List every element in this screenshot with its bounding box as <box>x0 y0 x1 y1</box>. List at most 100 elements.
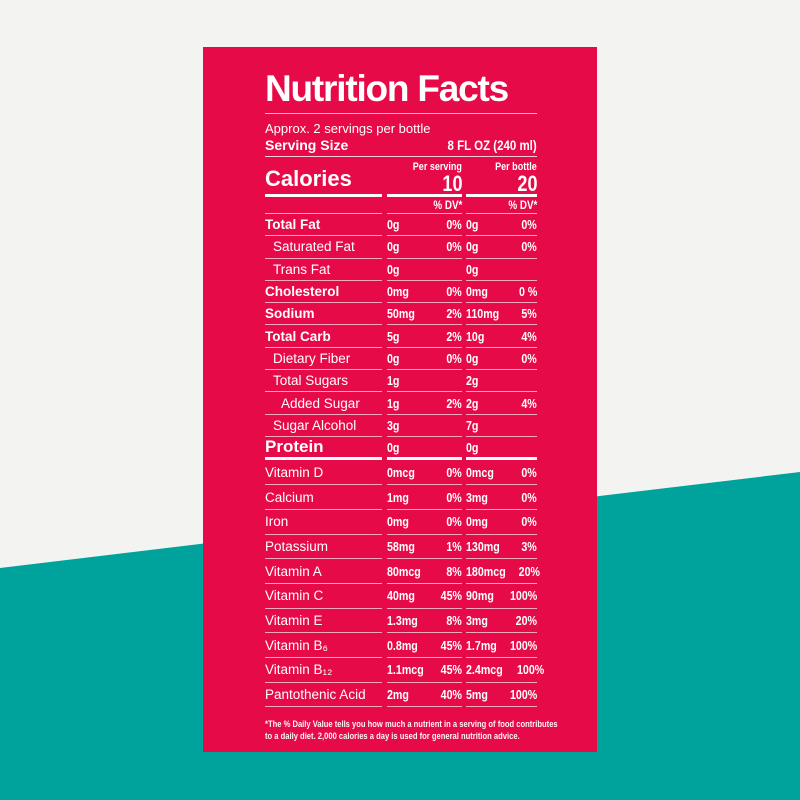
per-serving-dv: 40% <box>440 687 462 702</box>
per-serving-amount: 0mg <box>387 514 409 530</box>
per-serving-amount: 0g <box>387 239 400 255</box>
serving-size-row: Serving Size 8 FL OZ (240 ml) <box>265 137 537 157</box>
calories-section: Calories Per serving 10 Per bottle 20 <box>265 159 537 197</box>
nutrient-label: Vitamin B₁₂ <box>265 658 382 683</box>
nutrient-label: Dietary Fiber <box>265 348 382 371</box>
per-serving-dv: 0% <box>446 464 462 480</box>
nutrient-label: Vitamin B₆ <box>265 633 382 658</box>
nutrient-label: Trans Fat <box>265 259 382 281</box>
nutrient-row: Vitamin C 40mg 45% 90mg 100% <box>265 584 537 609</box>
per-serving-amount: 5g <box>387 328 400 344</box>
nutrient-row: Total Carb 5g 2% 10g 4% <box>265 325 537 348</box>
nutrient-row: Iron 0mg 0% 0mg 0% <box>265 510 537 535</box>
per-bottle-amount: 2g <box>466 395 479 411</box>
per-serving-dv: 45% <box>440 588 462 604</box>
nutrient-label: Sugar Alcohol <box>265 415 382 437</box>
title-divider <box>265 113 537 114</box>
per-bottle-amount: 180mcg <box>466 563 506 579</box>
per-serving-dv: 0% <box>446 217 462 233</box>
per-serving-dv: 45% <box>440 662 462 678</box>
per-serving-cell: 0mcg 0% <box>387 460 462 486</box>
nutrient-rows: Total Fat 0g 0% 0g 0% Saturated Fat 0g 0… <box>265 214 544 708</box>
per-bottle-cell: 1.7mg 100% <box>466 633 537 658</box>
per-serving-cell: 0g <box>387 259 462 281</box>
per-serving-amount: 0g <box>387 261 400 277</box>
per-bottle-cell: 2.4mcg 100% <box>466 658 544 683</box>
per-bottle-cell: 0g <box>466 259 537 281</box>
per-bottle-dv: 0% <box>521 464 537 480</box>
per-serving-cell: 3g <box>387 415 462 437</box>
per-serving-amount: 0g <box>387 350 400 366</box>
nutrient-label: Total Carb <box>265 325 382 348</box>
per-serving-amount: 1.3mg <box>387 612 418 628</box>
nutrient-label: Calcium <box>265 485 382 510</box>
nutrient-row: Potassium 58mg 1% 130mg 3% <box>265 535 537 560</box>
per-serving-amount: 2mg <box>387 687 409 702</box>
per-serving-cell: 0g 0% <box>387 348 462 371</box>
per-serving-cell: 1g <box>387 370 462 393</box>
per-bottle-amount: 3mg <box>466 489 488 505</box>
per-serving-amount: 3g <box>387 417 400 433</box>
per-bottle-cell: 110mg 5% <box>466 303 537 326</box>
per-serving-cell: 0.8mg 45% <box>387 633 462 658</box>
nutrient-label: Saturated Fat <box>265 236 382 259</box>
daily-value-header-row: % DV* % DV* <box>265 197 537 214</box>
per-serving-dv: 0% <box>446 350 462 366</box>
per-bottle-dv: 0% <box>521 350 537 366</box>
per-bottle-amount: 130mg <box>466 538 500 554</box>
per-bottle-cell: 2g 4% <box>466 392 537 415</box>
nutrition-label-card: Nutrition Facts Approx. 2 servings per b… <box>203 47 597 752</box>
nutrient-label: Total Sugars <box>265 370 382 393</box>
per-bottle-cell: 7g <box>466 415 537 437</box>
per-bottle-cell: 2g <box>466 370 537 393</box>
per-bottle-amount: 0mg <box>466 284 488 300</box>
per-bottle-cell: 0mg 0% <box>466 510 537 535</box>
per-serving-amount: 58mg <box>387 538 415 554</box>
per-bottle-amount: 3mg <box>466 612 488 628</box>
per-serving-amount: 0mg <box>387 284 409 300</box>
nutrient-row: Vitamin A 80mcg 8% 180mcg 20% <box>265 559 540 584</box>
per-bottle-dv: 5% <box>521 306 537 322</box>
per-bottle-amount: 7g <box>466 417 479 433</box>
per-bottle-amount: 0g <box>466 217 479 233</box>
per-bottle-header: Per bottle <box>495 161 537 173</box>
per-bottle-cell: 0mg 0 % <box>466 281 537 304</box>
per-bottle-cell: 5mg 100% <box>466 683 537 708</box>
nutrient-row: Cholesterol 0mg 0% 0mg 0 % <box>265 281 537 304</box>
nutrient-row: Total Sugars 1g 2g <box>265 370 537 393</box>
per-bottle-dv: 100% <box>509 588 537 604</box>
nutrient-label: Cholesterol <box>265 281 382 304</box>
nutrient-row: Protein 0g 0g <box>265 437 537 461</box>
calories-per-serving-value: 10 <box>441 171 462 196</box>
per-serving-cell: 0mg 0% <box>387 510 462 535</box>
per-bottle-amount: 90mg <box>466 588 494 604</box>
per-serving-amount: 50mg <box>387 306 415 322</box>
per-bottle-cell: 0g 0% <box>466 348 537 371</box>
per-serving-header: Per serving <box>412 161 462 173</box>
nutrition-facts-title: Nutrition Facts <box>265 68 509 109</box>
per-serving-amount: 0.8mg <box>387 637 418 653</box>
per-serving-cell: 1.1mcg 45% <box>387 658 462 683</box>
per-serving-amount: 0mcg <box>387 464 415 480</box>
nutrient-row: Saturated Fat 0g 0% 0g 0% <box>265 236 537 259</box>
per-serving-amount: 1g <box>387 373 400 389</box>
per-serving-dv: 0% <box>446 514 462 530</box>
per-bottle-cell: 0g <box>466 437 537 461</box>
calories-label: Calories <box>265 159 382 197</box>
per-bottle-amount: 0g <box>466 350 479 366</box>
per-bottle-cell: 0g 0% <box>466 214 537 237</box>
nutrient-label: Total Fat <box>265 214 382 237</box>
dv-header-spacer <box>265 197 382 214</box>
per-serving-amount: 1mg <box>387 489 409 505</box>
daily-value-footnote: *The % Daily Value tells you how much a … <box>265 719 558 743</box>
per-serving-dv: 2% <box>446 328 462 344</box>
per-bottle-amount: 0g <box>466 261 479 277</box>
nutrient-row: Pantothenic Acid 2mg 40% 5mg 100% <box>265 683 537 708</box>
dv-header-per-bottle: % DV* <box>466 197 537 214</box>
per-bottle-amount: 0mcg <box>466 464 494 480</box>
per-bottle-dv: 20% <box>515 612 537 628</box>
nutrient-label: Iron <box>265 510 382 535</box>
per-serving-dv: 8% <box>446 612 462 628</box>
footnote-line-1: *The % Daily Value tells you how much a … <box>265 719 558 731</box>
per-bottle-cell: 3mg 0% <box>466 485 537 510</box>
